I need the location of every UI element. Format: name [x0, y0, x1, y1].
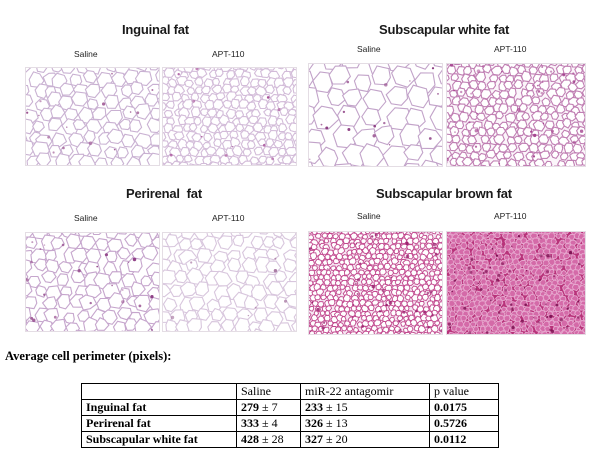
- histology-texture: [163, 68, 296, 165]
- saline-value: 333 ± 4: [236, 415, 301, 432]
- saline-mean: 333: [241, 416, 259, 430]
- white-apt110-label: APT-110: [494, 44, 527, 54]
- header-saline: Saline: [236, 383, 301, 400]
- inguinal-saline-label: Saline: [74, 49, 98, 59]
- table-row: Perirenal fat 333 ± 4 326 ± 13 0.5726: [81, 415, 499, 432]
- average-cell-perimeter-title: Average cell perimeter (pixels):: [5, 349, 172, 363]
- saline-mean: 428: [241, 432, 259, 446]
- saline-sd: ± 7: [259, 400, 278, 414]
- brown-apt110-label: APT-110: [494, 211, 527, 221]
- antagomir-sd: ± 20: [323, 432, 348, 446]
- table-row: Subscapular white fat 428 ± 28 327 ± 20 …: [81, 431, 499, 448]
- row-label: Inguinal fat: [81, 399, 237, 416]
- inguinal-saline-micrograph: [25, 67, 160, 166]
- histology-texture: [26, 68, 159, 165]
- antagomir-mean: 326: [305, 416, 323, 430]
- header-p-value: p value: [429, 383, 499, 400]
- histology-texture: [309, 232, 442, 334]
- antagomir-sd: ± 15: [323, 400, 348, 414]
- subscapular-brown-fat-title: Subscapular brown fat: [376, 186, 512, 201]
- p-value: 0.0112: [429, 431, 499, 448]
- perirenal-apt110-micrograph: [162, 232, 297, 332]
- perirenal-saline-micrograph: [25, 232, 160, 332]
- inguinal-apt110-label: APT-110: [212, 49, 245, 59]
- antagomir-value: 233 ± 15: [300, 399, 430, 416]
- inguinal-fat-title: Inguinal fat: [122, 22, 189, 37]
- white-saline-micrograph: [308, 63, 443, 167]
- table-row: Inguinal fat 279 ± 7 233 ± 15 0.0175: [81, 399, 499, 416]
- antagomir-mean: 327: [305, 432, 323, 446]
- histology-texture: [163, 233, 296, 331]
- header-antagomir: miR-22 antagomir: [300, 383, 430, 400]
- histology-texture: [309, 64, 442, 166]
- antagomir-mean: 233: [305, 400, 323, 414]
- brown-saline-label: Saline: [357, 211, 381, 221]
- inguinal-apt110-micrograph: [162, 67, 297, 166]
- saline-mean: 279: [241, 400, 259, 414]
- brown-apt110-micrograph: [446, 231, 586, 335]
- saline-sd: ± 4: [259, 416, 278, 430]
- histology-texture: [447, 232, 585, 334]
- saline-value: 428 ± 28: [236, 431, 301, 448]
- perirenal-fat-title: Perirenal fat: [126, 186, 202, 201]
- histology-texture: [26, 233, 159, 331]
- white-saline-label: Saline: [357, 44, 381, 54]
- antagomir-value: 327 ± 20: [300, 431, 430, 448]
- row-label: Perirenal fat: [81, 415, 237, 432]
- saline-value: 279 ± 7: [236, 399, 301, 416]
- cell-perimeter-table: Saline miR-22 antagomir p value Inguinal…: [81, 383, 499, 448]
- saline-sd: ± 28: [259, 432, 284, 446]
- p-value: 0.0175: [429, 399, 499, 416]
- perirenal-apt110-label: APT-110: [212, 213, 245, 223]
- perirenal-saline-label: Saline: [74, 213, 98, 223]
- row-label: Subscapular white fat: [81, 431, 237, 448]
- antagomir-sd: ± 13: [323, 416, 348, 430]
- white-apt110-micrograph: [446, 63, 586, 167]
- brown-saline-micrograph: [308, 231, 443, 335]
- histology-texture: [447, 64, 585, 166]
- header-empty: [81, 383, 237, 400]
- table-header-row: Saline miR-22 antagomir p value: [81, 383, 499, 400]
- p-value: 0.5726: [429, 415, 499, 432]
- antagomir-value: 326 ± 13: [300, 415, 430, 432]
- subscapular-white-fat-title: Subscapular white fat: [379, 22, 510, 37]
